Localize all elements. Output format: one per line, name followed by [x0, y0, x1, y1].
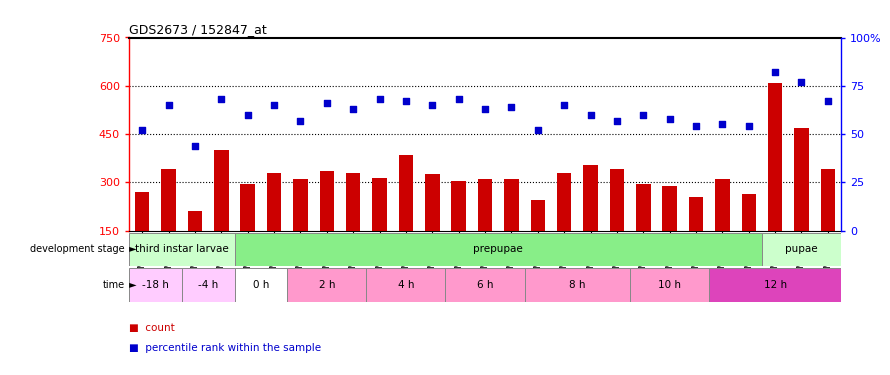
- Text: prepupae: prepupae: [473, 244, 523, 254]
- Bar: [182, 268, 235, 302]
- Point: [821, 98, 835, 104]
- Bar: [135, 192, 150, 231]
- Point: [188, 142, 202, 148]
- Text: development stage: development stage: [30, 244, 125, 254]
- Text: ■  count: ■ count: [129, 322, 174, 333]
- Point: [610, 117, 624, 123]
- Point: [372, 96, 386, 102]
- Bar: [446, 268, 524, 302]
- Bar: [636, 184, 651, 231]
- Bar: [367, 268, 446, 302]
- Point: [425, 102, 440, 108]
- Text: pupae: pupae: [785, 244, 818, 254]
- Text: third instar larvae: third instar larvae: [135, 244, 229, 254]
- Bar: [610, 170, 624, 231]
- Point: [689, 123, 703, 129]
- Text: ■  percentile rank within the sample: ■ percentile rank within the sample: [129, 343, 321, 353]
- Bar: [451, 181, 466, 231]
- Bar: [630, 268, 709, 302]
- Point: [267, 102, 281, 108]
- Point: [795, 79, 809, 85]
- Bar: [762, 232, 841, 266]
- Text: 0 h: 0 h: [253, 280, 269, 290]
- Point: [161, 102, 175, 108]
- Point: [294, 117, 308, 123]
- Text: 8 h: 8 h: [569, 280, 586, 290]
- Bar: [346, 172, 360, 231]
- Point: [505, 104, 519, 110]
- Bar: [287, 268, 367, 302]
- Bar: [320, 171, 334, 231]
- Point: [135, 127, 150, 133]
- Bar: [583, 165, 598, 231]
- Text: 4 h: 4 h: [398, 280, 414, 290]
- Bar: [188, 211, 202, 231]
- Text: 6 h: 6 h: [477, 280, 493, 290]
- Bar: [741, 194, 756, 231]
- Bar: [478, 179, 492, 231]
- Bar: [129, 268, 182, 302]
- Bar: [689, 197, 703, 231]
- Point: [741, 123, 756, 129]
- Point: [584, 112, 598, 118]
- Point: [320, 100, 334, 106]
- Text: ►: ►: [126, 280, 137, 290]
- Bar: [821, 170, 835, 231]
- Text: -18 h: -18 h: [142, 280, 169, 290]
- Bar: [372, 177, 387, 231]
- Text: GDS2673 / 152847_at: GDS2673 / 152847_at: [129, 23, 267, 36]
- Bar: [235, 268, 287, 302]
- Bar: [235, 232, 762, 266]
- Point: [662, 116, 676, 122]
- Text: ►: ►: [126, 244, 137, 254]
- Bar: [240, 184, 255, 231]
- Bar: [557, 172, 571, 231]
- Bar: [129, 232, 235, 266]
- Bar: [709, 268, 841, 302]
- Text: -4 h: -4 h: [198, 280, 218, 290]
- Bar: [293, 179, 308, 231]
- Point: [214, 96, 229, 102]
- Bar: [399, 155, 413, 231]
- Point: [478, 106, 492, 112]
- Point: [240, 112, 255, 118]
- Text: 12 h: 12 h: [764, 280, 787, 290]
- Point: [451, 96, 465, 102]
- Bar: [768, 82, 782, 231]
- Point: [530, 127, 545, 133]
- Text: time: time: [102, 280, 125, 290]
- Point: [557, 102, 571, 108]
- Point: [636, 112, 651, 118]
- Point: [346, 106, 360, 112]
- Bar: [530, 200, 545, 231]
- Point: [768, 69, 782, 75]
- Bar: [662, 186, 677, 231]
- Bar: [524, 268, 630, 302]
- Text: 2 h: 2 h: [319, 280, 335, 290]
- Text: 10 h: 10 h: [658, 280, 681, 290]
- Bar: [267, 172, 281, 231]
- Point: [716, 122, 730, 128]
- Bar: [716, 179, 730, 231]
- Bar: [214, 150, 229, 231]
- Bar: [504, 179, 519, 231]
- Bar: [425, 174, 440, 231]
- Bar: [161, 170, 176, 231]
- Bar: [794, 128, 809, 231]
- Point: [399, 98, 413, 104]
